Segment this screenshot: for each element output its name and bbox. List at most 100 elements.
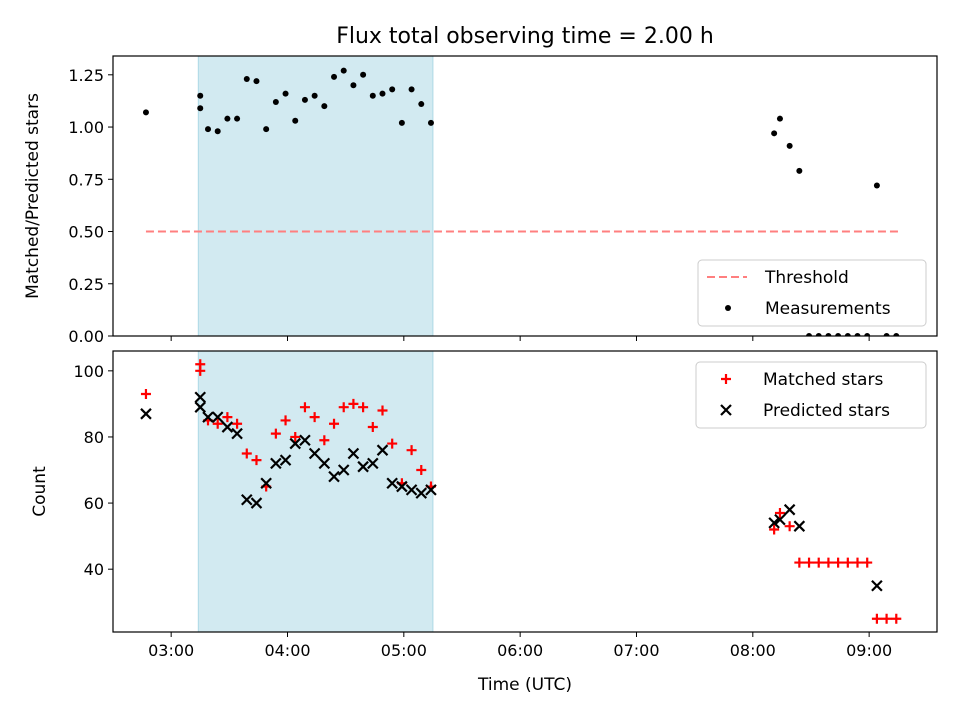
- x-tick-label: 04:00: [264, 641, 310, 660]
- measurement-point: [815, 333, 822, 336]
- matched-star-point: [794, 557, 805, 568]
- predicted-star-point: [270, 457, 282, 470]
- y-tick-label: 100: [73, 362, 104, 381]
- y-tick-label: 0.25: [68, 275, 104, 294]
- predicted-star-point: [231, 427, 243, 440]
- x-tick-label: 08:00: [730, 641, 776, 660]
- predicted-star-point: [140, 408, 152, 420]
- predicted-star-point: [202, 411, 214, 423]
- chart-title: Flux total observing time = 2.00 h: [336, 24, 714, 49]
- matched-star-point: [241, 448, 252, 459]
- matched-star-point: [290, 431, 301, 442]
- measurement-point: [893, 333, 900, 336]
- matched-star-point: [784, 521, 795, 532]
- measurement-point: [350, 82, 357, 89]
- y-axis-label: Count: [30, 466, 50, 517]
- measurement-point: [224, 115, 231, 122]
- measurement-point: [864, 333, 871, 336]
- matched-star-point: [387, 438, 398, 449]
- predicted-star-point: [386, 477, 398, 490]
- observing-interval-shade: [197, 350, 434, 633]
- predicted-star-point: [308, 447, 321, 460]
- measurement-point: [883, 333, 890, 336]
- matched-star-point: [222, 412, 233, 423]
- predicted-star-point: [871, 579, 883, 592]
- predicted-star-point: [279, 454, 292, 466]
- predicted-star-point: [260, 477, 272, 490]
- predicted-star-point: [396, 480, 408, 493]
- matched-star-point: [232, 418, 243, 429]
- matched-star-point: [338, 402, 349, 413]
- predicted-star-point: [221, 421, 234, 433]
- x-tick-label: 06:00: [497, 641, 543, 660]
- matched-star-point: [212, 418, 223, 429]
- matched-star-point: [416, 465, 427, 476]
- matched-star-point: [377, 405, 388, 416]
- predicted-star-point: [405, 484, 418, 496]
- legend-label: Predicted stars: [763, 401, 890, 421]
- measurement-point: [142, 109, 149, 116]
- predicted-star-point: [357, 460, 369, 473]
- legend-label: Threshold: [764, 268, 849, 288]
- measurement-point: [272, 98, 279, 105]
- matched-star-point: [823, 557, 834, 568]
- measurement-point: [408, 86, 415, 93]
- predicted-star-point: [425, 484, 437, 496]
- measurement-point: [786, 142, 793, 149]
- matched-star-point: [348, 398, 359, 409]
- x-tick-label: 05:00: [381, 641, 427, 660]
- measurement-point: [292, 117, 299, 124]
- matched-star-point: [329, 418, 340, 429]
- y-tick-label: 0.75: [68, 170, 104, 189]
- observing-interval-shade: [197, 55, 434, 337]
- predicted-star-point: [768, 517, 780, 529]
- matched-star-point: [871, 613, 882, 624]
- predicted-star-point: [211, 411, 224, 423]
- y-tick-label: 60: [84, 494, 104, 513]
- predicted-star-point: [194, 391, 207, 404]
- predicted-star-point: [289, 437, 302, 450]
- matched-star-point: [195, 365, 206, 376]
- measurement-point: [321, 103, 328, 110]
- measurement-point: [389, 86, 396, 93]
- predicted-star-point: [299, 434, 311, 447]
- matched-star-point: [881, 613, 892, 624]
- measurement-point: [854, 333, 861, 336]
- matched-star-point: [833, 557, 844, 568]
- legend-label: Matched stars: [763, 370, 883, 390]
- measurement-point: [301, 96, 308, 103]
- measurement-point: [331, 73, 338, 80]
- matched-star-point: [804, 557, 815, 568]
- matched-star-point: [358, 402, 369, 413]
- measurement-point: [205, 126, 212, 133]
- predicted-star-point: [347, 447, 360, 460]
- predicted-star-point: [774, 513, 786, 526]
- measurement-point: [340, 67, 347, 74]
- axes-frame: [112, 55, 938, 337]
- axes-frame: [112, 350, 938, 633]
- measurement-point: [243, 75, 250, 82]
- legend-box: [695, 361, 927, 429]
- predicted-star-point: [194, 401, 207, 413]
- legend-measurement-swatch: [725, 305, 731, 311]
- matched-star-point: [774, 507, 785, 518]
- matched-star-point: [140, 388, 151, 399]
- measurement-point: [835, 333, 842, 336]
- legend-box: [697, 259, 927, 327]
- matched-star-point: [299, 402, 310, 413]
- measurement-point: [311, 92, 318, 99]
- predicted-star-point: [337, 464, 350, 476]
- x-tick-label: 09:00: [846, 641, 892, 660]
- legend-matched-swatch: [721, 374, 731, 384]
- matched-star-point: [280, 415, 291, 426]
- measurement-point: [379, 90, 386, 97]
- matched-star-point: [769, 524, 780, 535]
- predicted-star-point: [793, 520, 806, 532]
- measurement-point: [398, 119, 405, 126]
- predicted-star-point: [376, 444, 389, 456]
- predicted-star-point: [415, 487, 428, 499]
- measurement-point: [873, 182, 880, 189]
- top-panel: 0.00 0.25 0.50 0.75 1.00 1.25 Matched/Predicte…: [23, 55, 938, 346]
- bottom-panel: 40 60 80 100 03:00 04:00 05:00 06:00 07:00 08:00 0…: [30, 350, 938, 660]
